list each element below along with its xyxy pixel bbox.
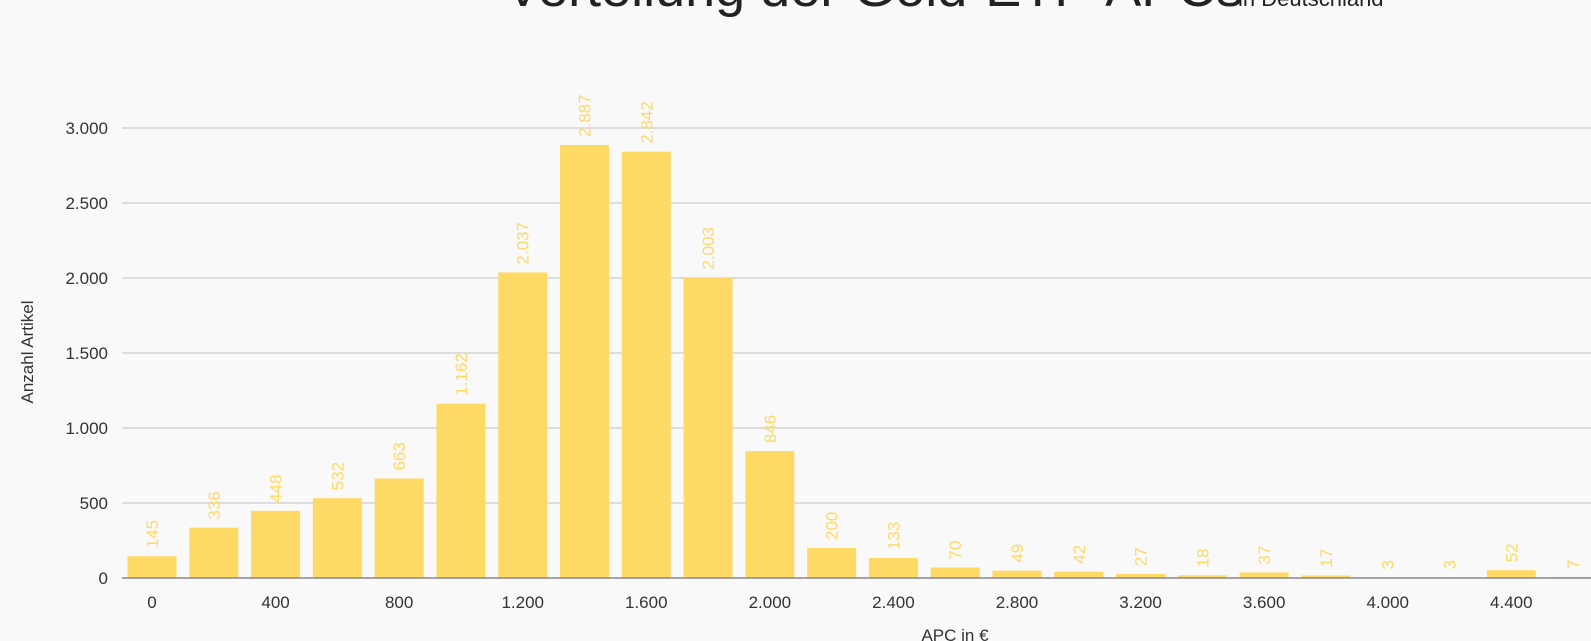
bar-data-label: 49 (1008, 544, 1027, 563)
chart-title: Verteilung der Gold-ETF-APCs in Deutschl… (505, 0, 1384, 18)
bar-data-label: 2.037 (514, 222, 533, 265)
bar (1177, 575, 1227, 578)
y-tick-label: 1.000 (65, 419, 108, 438)
y-tick-label: 3.000 (65, 119, 108, 138)
gridlines (122, 127, 1591, 504)
bar (930, 567, 980, 578)
x-tick-label: 3.200 (1119, 593, 1162, 612)
bar-data-label: 1.162 (452, 353, 471, 396)
bar (868, 558, 918, 578)
bar (992, 570, 1042, 578)
bar-data-label: 18 (1193, 548, 1212, 567)
bar-data-label: 200 (823, 512, 842, 540)
bar-data-label: 70 (946, 541, 965, 560)
y-tick-label: 500 (80, 494, 108, 513)
bar (560, 144, 610, 578)
x-axis-ticks: 0 400 800 1.200 1.600 2.000 2.400 2.800 3.200 3.6… (147, 593, 1532, 612)
x-tick-label: 2.800 (996, 593, 1039, 612)
bar (127, 556, 177, 578)
bar (745, 451, 795, 578)
bar-data-label: 17 (1317, 549, 1336, 568)
bar (374, 478, 424, 578)
bar (189, 527, 239, 578)
x-tick-label: 4.400 (1490, 593, 1533, 612)
bar (436, 403, 486, 578)
x-tick-label: 0 (147, 593, 156, 612)
bar (1116, 573, 1166, 578)
x-tick-label: 3.600 (1243, 593, 1286, 612)
bar (621, 151, 671, 578)
bar-data-label: 42 (1070, 545, 1089, 564)
bar (1301, 575, 1351, 578)
x-tick-label: 400 (261, 593, 289, 612)
bar-data-label: 133 (884, 522, 903, 550)
bar-data-label: 145 (143, 520, 162, 548)
bar (251, 510, 301, 578)
x-tick-label: 1.600 (625, 593, 668, 612)
y-tick-label: 1.500 (65, 344, 108, 363)
bar (1054, 571, 1104, 578)
y-tick-label: 2.000 (65, 269, 108, 288)
bar (498, 272, 548, 578)
data-labels: 145 336 448 532 663 1.162 2.037 2.887 2.842 2.003… (143, 94, 1583, 569)
bar-data-label: 846 (761, 415, 780, 443)
y-tick-label: 0 (99, 569, 108, 588)
bar-data-label: 37 (1255, 546, 1274, 565)
bar (312, 498, 362, 578)
bars (127, 144, 1591, 578)
bar-data-label: 7 (1564, 559, 1583, 568)
y-axis-ticks: 0 500 1.000 1.500 2.000 2.500 3.000 (65, 119, 108, 588)
bar-data-label: 52 (1502, 543, 1521, 562)
x-tick-label: 800 (385, 593, 413, 612)
bar-data-label: 2.887 (576, 94, 595, 137)
x-tick-label: 2.400 (872, 593, 915, 612)
bar-data-label: 27 (1132, 547, 1151, 566)
x-tick-label: 1.200 (501, 593, 544, 612)
bar-data-label: 2.003 (699, 227, 718, 270)
bar-data-label: 2.842 (637, 101, 656, 144)
x-axis-title: APC in € (921, 626, 989, 641)
bar-data-label: 448 (267, 474, 286, 502)
bar-data-label: 532 (328, 462, 347, 490)
chart-title-subtitle: in Deutschland (1238, 0, 1384, 11)
bar-data-label: 336 (205, 491, 224, 519)
x-tick-label: 4.000 (1366, 593, 1409, 612)
bar (1239, 572, 1289, 578)
chart-title-main: Verteilung der Gold-ETF-APCs (505, 0, 1243, 18)
bar (1486, 570, 1536, 578)
x-tick-label: 2.000 (749, 593, 792, 612)
y-tick-label: 2.500 (65, 194, 108, 213)
bar-data-label: 3 (1379, 560, 1398, 569)
bar-data-label: 3 (1441, 560, 1460, 569)
bar-data-label: 663 (390, 442, 409, 470)
bar (683, 277, 733, 578)
y-axis-title: Anzahl Artikel (18, 301, 37, 404)
bar (807, 548, 857, 578)
